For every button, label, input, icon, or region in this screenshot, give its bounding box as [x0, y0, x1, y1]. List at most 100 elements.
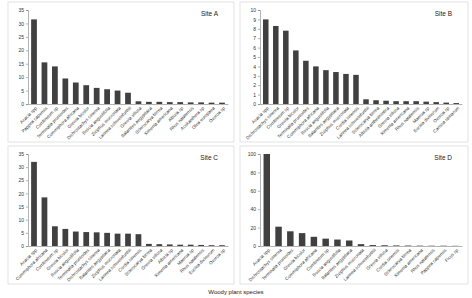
bar [373, 100, 379, 104]
tick-mark [258, 57, 260, 58]
axis-line [258, 11, 261, 105]
tick: 30 [18, 164, 28, 170]
tick: 15 [18, 204, 28, 210]
tick-mark [258, 19, 260, 20]
bar [313, 66, 319, 104]
bar [198, 102, 204, 104]
tick-mark [26, 167, 28, 168]
tick-label: Carissa spinarum [432, 105, 460, 133]
tick-label: 100 [248, 151, 257, 157]
tick-label: 30 [18, 21, 24, 27]
bar [115, 91, 121, 104]
tick: 9 [253, 17, 260, 23]
bar [363, 99, 369, 104]
figure: 05101520253035Acacia sppPappea capensisC… [0, 0, 472, 298]
panel-frame [240, 146, 468, 284]
tick: 0 [253, 243, 260, 249]
panel: 0 5 10 15 20 25 30 35 Acacia sppCommiphora afric… [8, 146, 234, 284]
tick: 25 [18, 177, 28, 183]
tick-label: 35 [18, 151, 24, 157]
x-axis: Acacia sppCommiphora africanaCombretum s… [15, 246, 229, 282]
tick-label: 0 [253, 101, 256, 107]
tick-label: 20 [18, 191, 24, 197]
tick-mark [26, 64, 28, 65]
bar [219, 103, 225, 104]
tick-mark [258, 172, 260, 173]
tick: Carissa spinarum [432, 104, 460, 134]
bar [383, 101, 389, 104]
bar [73, 232, 79, 246]
tick-label: 2 [253, 82, 256, 88]
tick-label: Pappea capensis [420, 247, 448, 275]
bar [146, 102, 152, 104]
chart-title: Site C [200, 154, 218, 161]
bar [453, 103, 459, 104]
tick: Ozoroa sp [208, 104, 227, 124]
axis-line [26, 155, 29, 247]
tick-label: 20 [18, 47, 24, 53]
tick-mark [26, 246, 28, 247]
panel: 05101520253035Acacia sppPappea capensisC… [8, 2, 234, 142]
bar [417, 245, 423, 246]
tick-label: 10 [250, 7, 256, 13]
x-axis: Acacia sppDichrostachys cinereaTerminali… [248, 246, 463, 282]
tick-label: 25 [18, 177, 24, 183]
tick-label: 0 [21, 243, 24, 249]
bar [343, 74, 349, 104]
tick: 10 [18, 74, 28, 80]
bar [299, 233, 305, 246]
tick: 35 [18, 151, 28, 157]
bar [125, 93, 131, 104]
tick-mark [258, 246, 260, 247]
tick-mark [258, 85, 260, 86]
bar [311, 237, 317, 246]
bar [423, 102, 429, 104]
bar [440, 245, 446, 246]
tick: Ozoroa sp [208, 246, 227, 266]
tick: 20 [250, 225, 260, 231]
tick: 7 [253, 35, 260, 41]
tick-mark [258, 10, 260, 11]
tick-label: 20 [250, 225, 256, 231]
bar [353, 75, 359, 104]
tick-label: 5 [21, 230, 24, 236]
chart-title: Site D [434, 154, 452, 161]
bar [177, 102, 183, 104]
bar [452, 245, 458, 246]
bar [433, 102, 439, 104]
tick: 0 [21, 243, 28, 249]
bar [393, 245, 399, 246]
y-axis: 020406080100 [248, 151, 261, 249]
x-axis: Acacia sppDichrostachys cinereaCombretum… [245, 104, 462, 140]
tick-label: 15 [18, 61, 24, 67]
bar [334, 240, 340, 246]
bar [52, 66, 58, 104]
chart-title: Site B [435, 10, 452, 17]
tick: 10 [18, 217, 28, 223]
tick-label: Ficus sp [444, 247, 460, 263]
bar [62, 78, 68, 104]
bar [323, 70, 329, 104]
tick-label: 35 [18, 7, 24, 13]
bar [303, 61, 309, 104]
tick: 60 [250, 188, 260, 194]
tick: 0 [21, 101, 28, 107]
bar [125, 234, 131, 246]
tick-label: 0 [253, 243, 256, 249]
bar [136, 234, 142, 246]
bar [42, 197, 48, 246]
tick-mark [26, 220, 28, 221]
tick: 5 [253, 54, 260, 60]
bar [31, 162, 37, 246]
tick-label: 30 [18, 164, 24, 170]
bar [94, 88, 100, 104]
tick-label: 0 [21, 101, 24, 107]
plot: 0 5 10 15 20 25 30 35 Acacia sppCommiphora afric… [15, 151, 229, 282]
bar [381, 245, 387, 246]
axis-line [258, 155, 261, 247]
bar [413, 101, 419, 104]
bars [264, 154, 459, 246]
tick: 4 [253, 64, 260, 70]
tick: Pappea capensis [420, 246, 448, 275]
bar [188, 102, 194, 104]
